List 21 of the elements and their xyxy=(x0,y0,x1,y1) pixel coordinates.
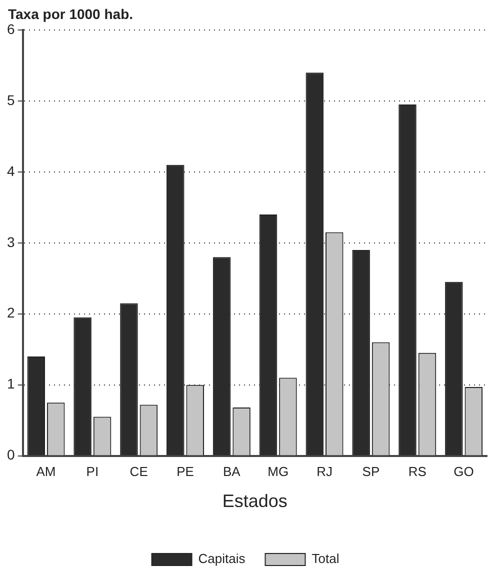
x-axis-title: Estados xyxy=(222,491,288,512)
y-tick-label: 2 xyxy=(6,304,15,321)
x-tick-label: PE xyxy=(176,464,194,480)
legend-label: Capitais xyxy=(198,551,246,566)
y-tick-label: 1 xyxy=(6,376,15,392)
x-tick-label: AM xyxy=(36,464,56,480)
x-tick-label: PI xyxy=(86,464,99,480)
x-tick-label: BA xyxy=(223,464,241,480)
x-tick-label: SP xyxy=(362,464,380,480)
y-tick-label: 4 xyxy=(6,162,15,179)
y-tick-label: 0 xyxy=(6,446,15,463)
x-tick-label: RJ xyxy=(316,464,332,480)
y-tick-label: 5 xyxy=(6,92,15,108)
x-tick-label: CE xyxy=(130,464,148,480)
y-axis-title: Taxa por 1000 hab. xyxy=(8,6,134,22)
x-tick-label: RS xyxy=(408,464,427,480)
legend-label: Total xyxy=(312,551,340,566)
y-tick-label: 6 xyxy=(6,20,15,37)
x-tick-label: MG xyxy=(268,464,289,480)
y-tick-label: 3 xyxy=(6,234,15,250)
x-tick-label: GO xyxy=(454,464,474,480)
